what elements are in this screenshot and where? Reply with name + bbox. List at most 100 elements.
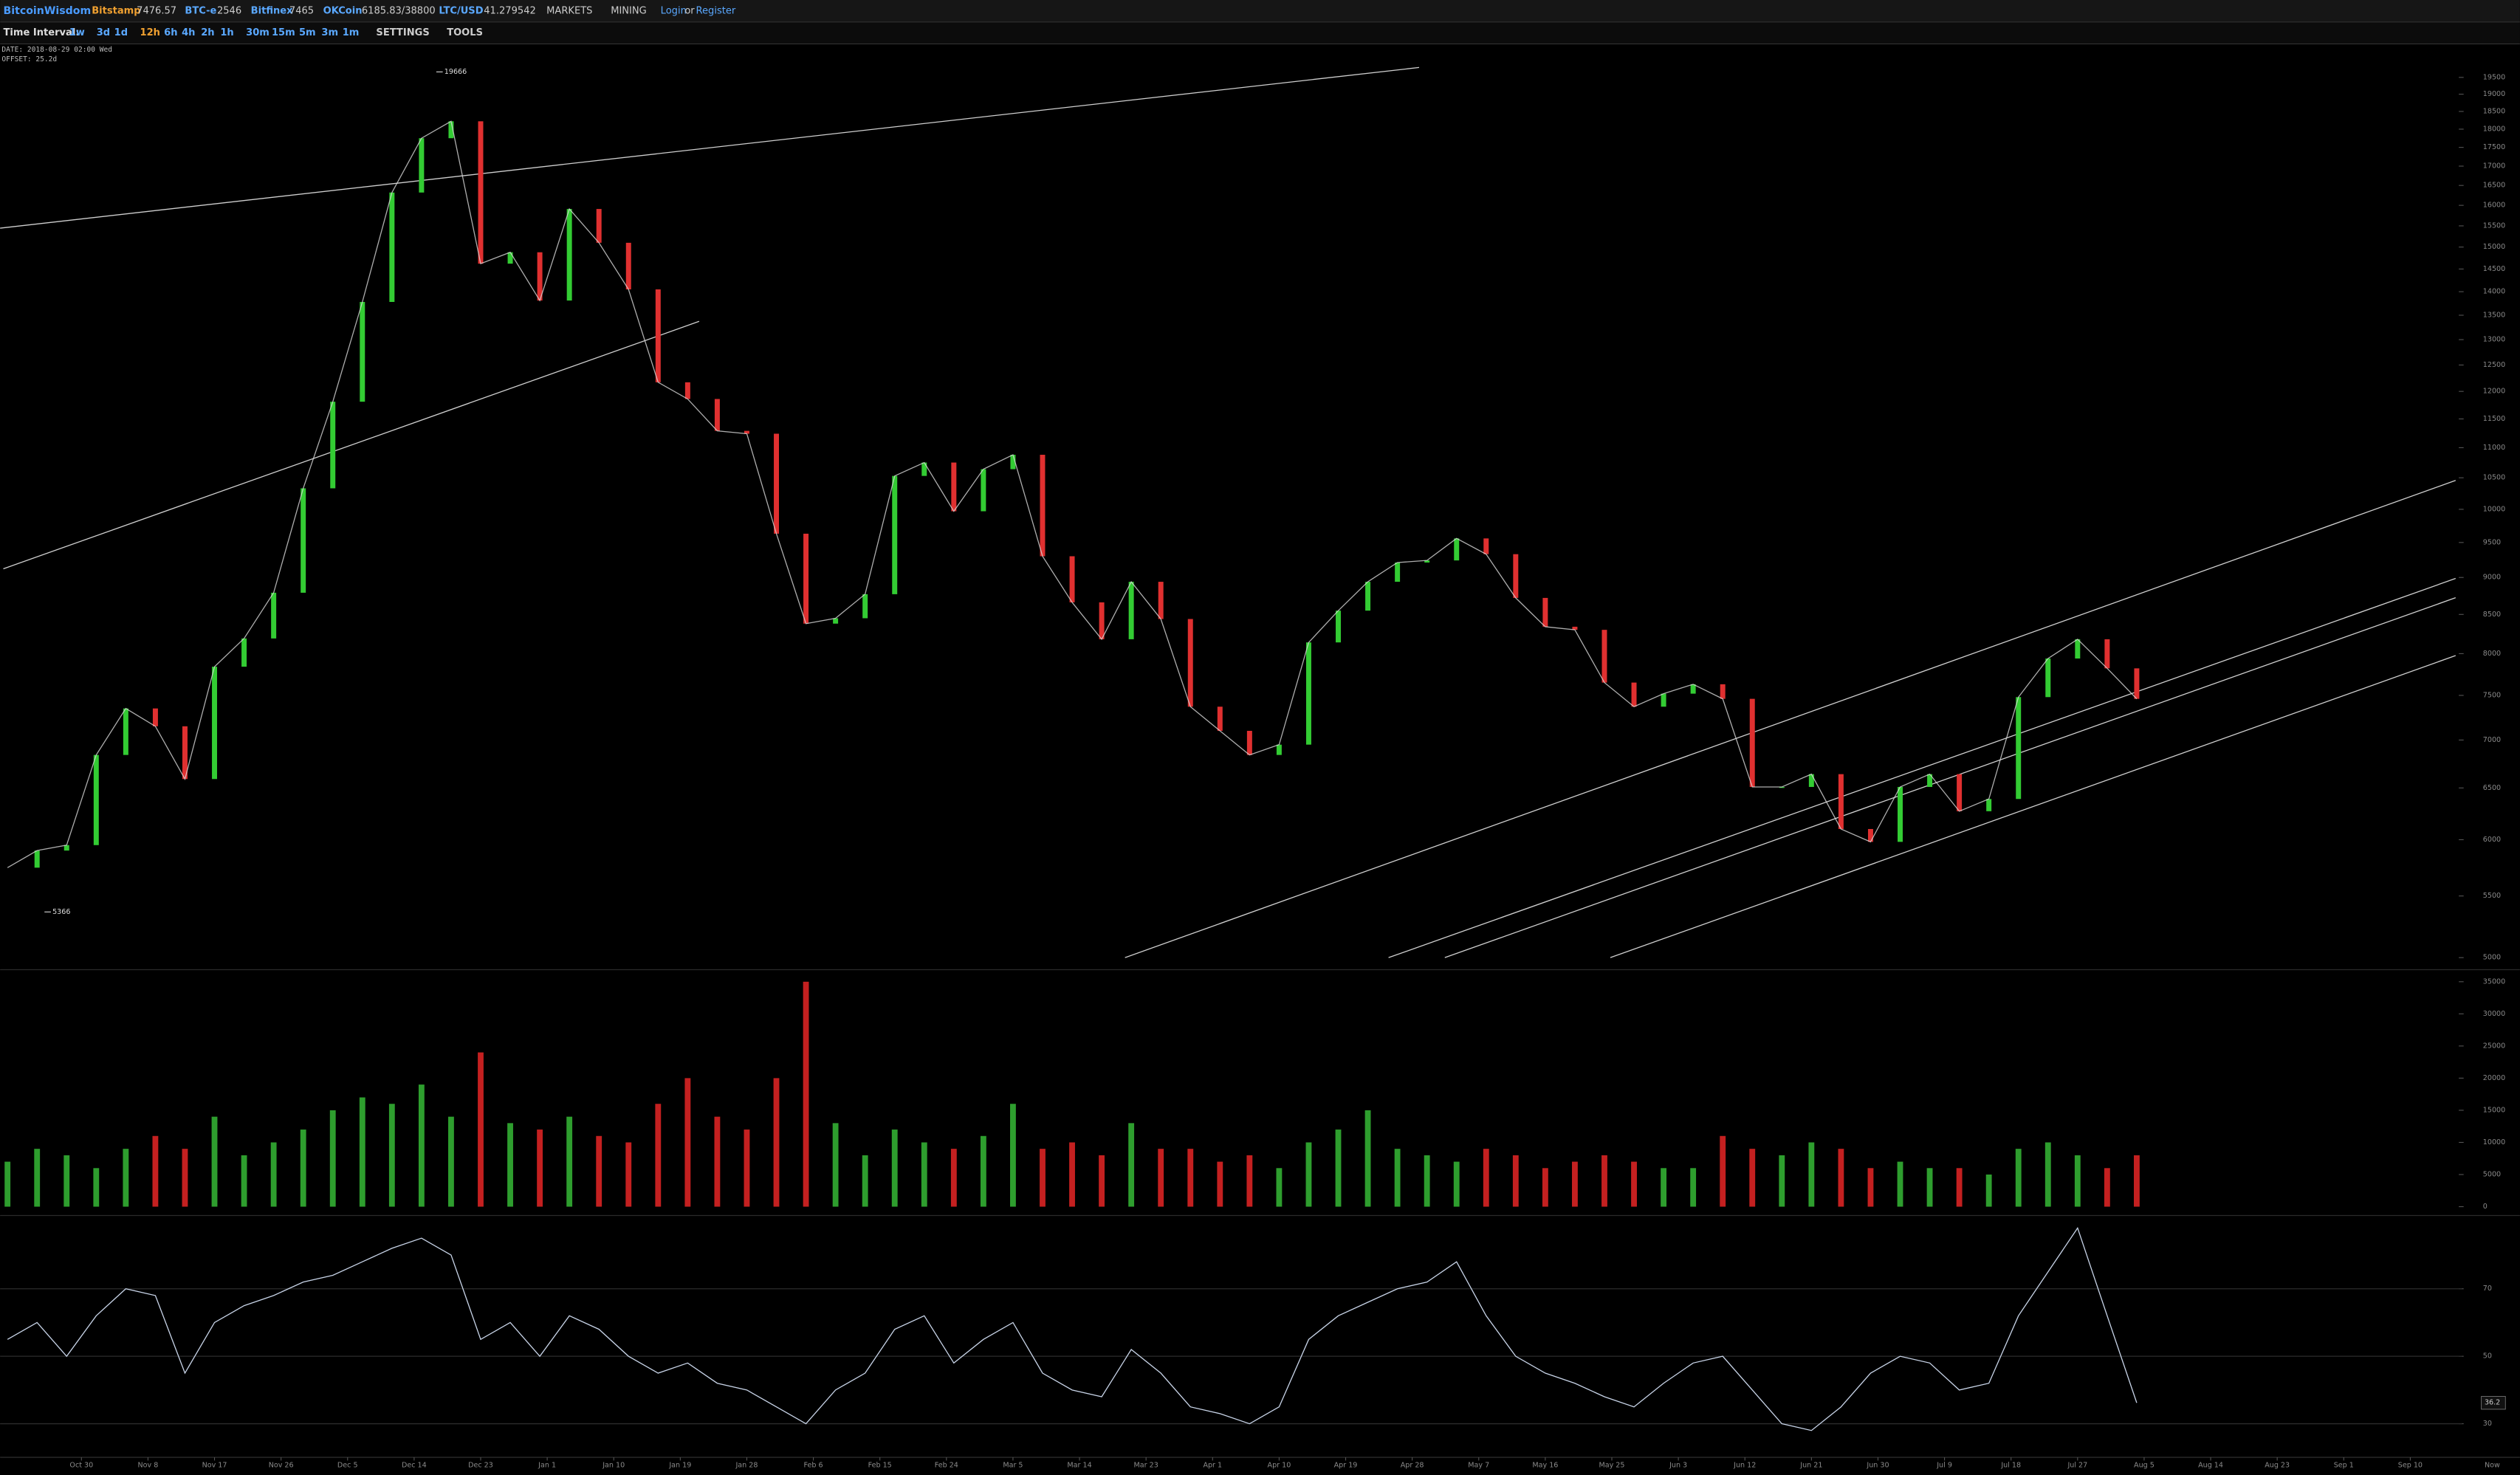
volume-bar [1926,1168,1933,1207]
candle [123,708,128,755]
volume-bar [1010,1104,1016,1207]
trend-line [1125,480,2457,958]
interval-option[interactable]: 1w [69,27,85,38]
interval-option[interactable]: 15m [272,27,295,38]
x-tick-label: Jul 27 [2067,1461,2087,1469]
y-tick-label: 11000 [2483,444,2505,452]
volume-bar [1069,1142,1075,1207]
x-tick-label: Aug 5 [2134,1461,2155,1469]
y-tick-label: 19000 [2483,90,2505,98]
y-tick-label: 7500 [2483,691,2501,699]
ticker-name[interactable]: OKCoin [323,6,363,17]
volume-bar [478,1052,484,1207]
candle [596,209,602,243]
y-tick-label: 18000 [2483,125,2505,133]
ticker-name[interactable]: BTC-e [185,6,216,17]
y-tick-label: 30 [2483,1420,2492,1428]
volume-bar [329,1110,336,1207]
candle [1128,582,1134,639]
volume-bar [4,1161,11,1207]
y-tick-label: 6500 [2483,784,2501,792]
candle [419,138,425,193]
x-tick-label: Mar 5 [1003,1461,1023,1469]
candle [1513,554,1519,598]
last-value-label: 36.2 [2485,1399,2500,1407]
y-tick-label: 8000 [2483,650,2501,658]
menu[interactable]: MARKETS [546,6,592,17]
candle [714,399,720,431]
y-tick-label: 13000 [2483,336,2505,344]
interval-option[interactable]: 6h [164,27,177,38]
menu[interactable]: MINING [611,6,647,17]
y-tick-label: 15500 [2483,221,2505,230]
y-tick-label: 10000 [2483,505,2505,513]
y-tick-label: 13500 [2483,311,2505,319]
ticker-name[interactable]: LTC/USD [439,6,483,17]
settings-menu[interactable]: SETTINGS [376,27,429,38]
x-tick-label: Nov 8 [138,1461,159,1469]
volume-bar [182,1149,188,1207]
y-tick-label: 14000 [2483,288,2505,296]
y-tick-label: 20000 [2483,1074,2505,1082]
cursor-date: DATE: 2018-08-29 02:00 Wed [1,46,112,54]
candle [774,433,780,534]
annotation-label: 5366 [52,908,70,916]
volume-bar [418,1084,425,1207]
y-tick-label: 70 [2483,1285,2492,1293]
candle [566,209,572,301]
interval-option[interactable]: 5m [299,27,316,38]
candle [1631,682,1637,707]
volume-bar [1158,1149,1164,1207]
candle [1572,626,1578,630]
volume-bar [832,1123,839,1207]
x-tick-label: Apr 19 [1334,1461,1358,1469]
y-tick-label: 19500 [2483,73,2505,81]
interval-option[interactable]: 4h [182,27,195,38]
candle [1542,597,1548,627]
login-link[interactable]: Login [661,6,687,17]
interval-option[interactable]: 2h [201,27,214,38]
interval-option[interactable]: 1h [220,27,233,38]
interval-option[interactable]: 3m [321,27,338,38]
volume-bar [1956,1168,1963,1207]
x-tick-label: Apr 10 [1268,1461,1291,1469]
candle [1867,828,1873,842]
volume-bar [596,1135,602,1207]
interval-option[interactable]: 1m [343,27,360,38]
volume-bar [1897,1161,1903,1207]
y-tick-label: 5000 [2483,1171,2501,1179]
volume-bar [1572,1161,1578,1207]
candle [1365,582,1371,611]
ticker-name[interactable]: Bitstamp [92,6,140,17]
ticker-price: 6185.83/38800 [362,6,436,17]
brand[interactable]: BitcoinWisdom [4,5,92,17]
candle [1661,693,1666,707]
volume-bar [1985,1175,1992,1207]
register-link[interactable]: Register [696,6,736,17]
tools-menu[interactable]: TOOLS [447,27,483,38]
y-tick-label: 9500 [2483,538,2501,546]
volume-bar [1187,1149,1194,1207]
y-tick-label: 14500 [2483,265,2505,273]
x-tick-label: Feb 6 [804,1461,823,1469]
interval-option[interactable]: 30m [246,27,269,38]
volume-bar [1305,1142,1312,1207]
volume-bar [123,1149,129,1207]
x-tick-label: May 7 [1468,1461,1489,1469]
interval-option[interactable]: 3d [97,27,110,38]
x-tick-label: Mar 23 [1134,1461,1158,1469]
interval-option[interactable]: 1d [114,27,128,38]
ticker-name[interactable]: Bitfinex [251,6,293,17]
volume-bar [1128,1123,1135,1207]
x-tick-label: Jul 18 [2000,1461,2021,1469]
trend-line [0,66,1420,229]
interval-label: Time Interval: [4,27,80,38]
volume-bar [684,1078,691,1207]
x-tick-label: Apr 1 [1203,1461,1222,1469]
interval-option[interactable]: 12h [140,27,160,38]
volume-bar [388,1104,395,1207]
volume-bar [152,1135,159,1207]
y-tick-label: 18500 [2483,107,2505,115]
